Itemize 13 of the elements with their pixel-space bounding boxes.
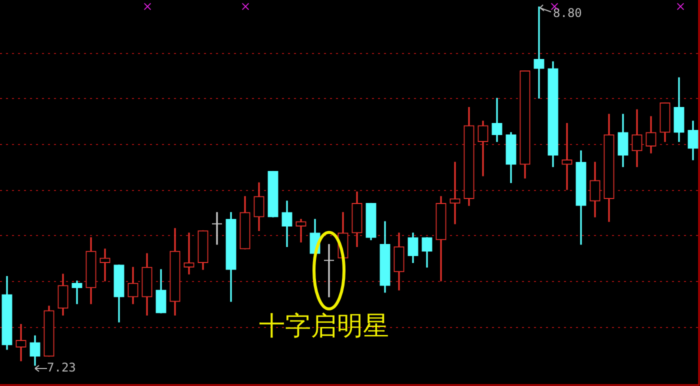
annotation: 十字启明星 — [259, 312, 389, 342]
annotation: 7.23 — [47, 360, 76, 375]
candlestick — [324, 244, 334, 298]
candlestick — [100, 248, 110, 282]
annotation: 8.80 — [553, 6, 582, 20]
candlestick — [184, 232, 194, 274]
candlestick — [450, 162, 460, 224]
candlestick — [72, 280, 82, 304]
candlestick — [16, 324, 26, 362]
candlestick — [534, 6, 544, 99]
candlestick — [296, 218, 306, 242]
candlestick — [562, 123, 572, 190]
candlestick — [212, 212, 222, 245]
